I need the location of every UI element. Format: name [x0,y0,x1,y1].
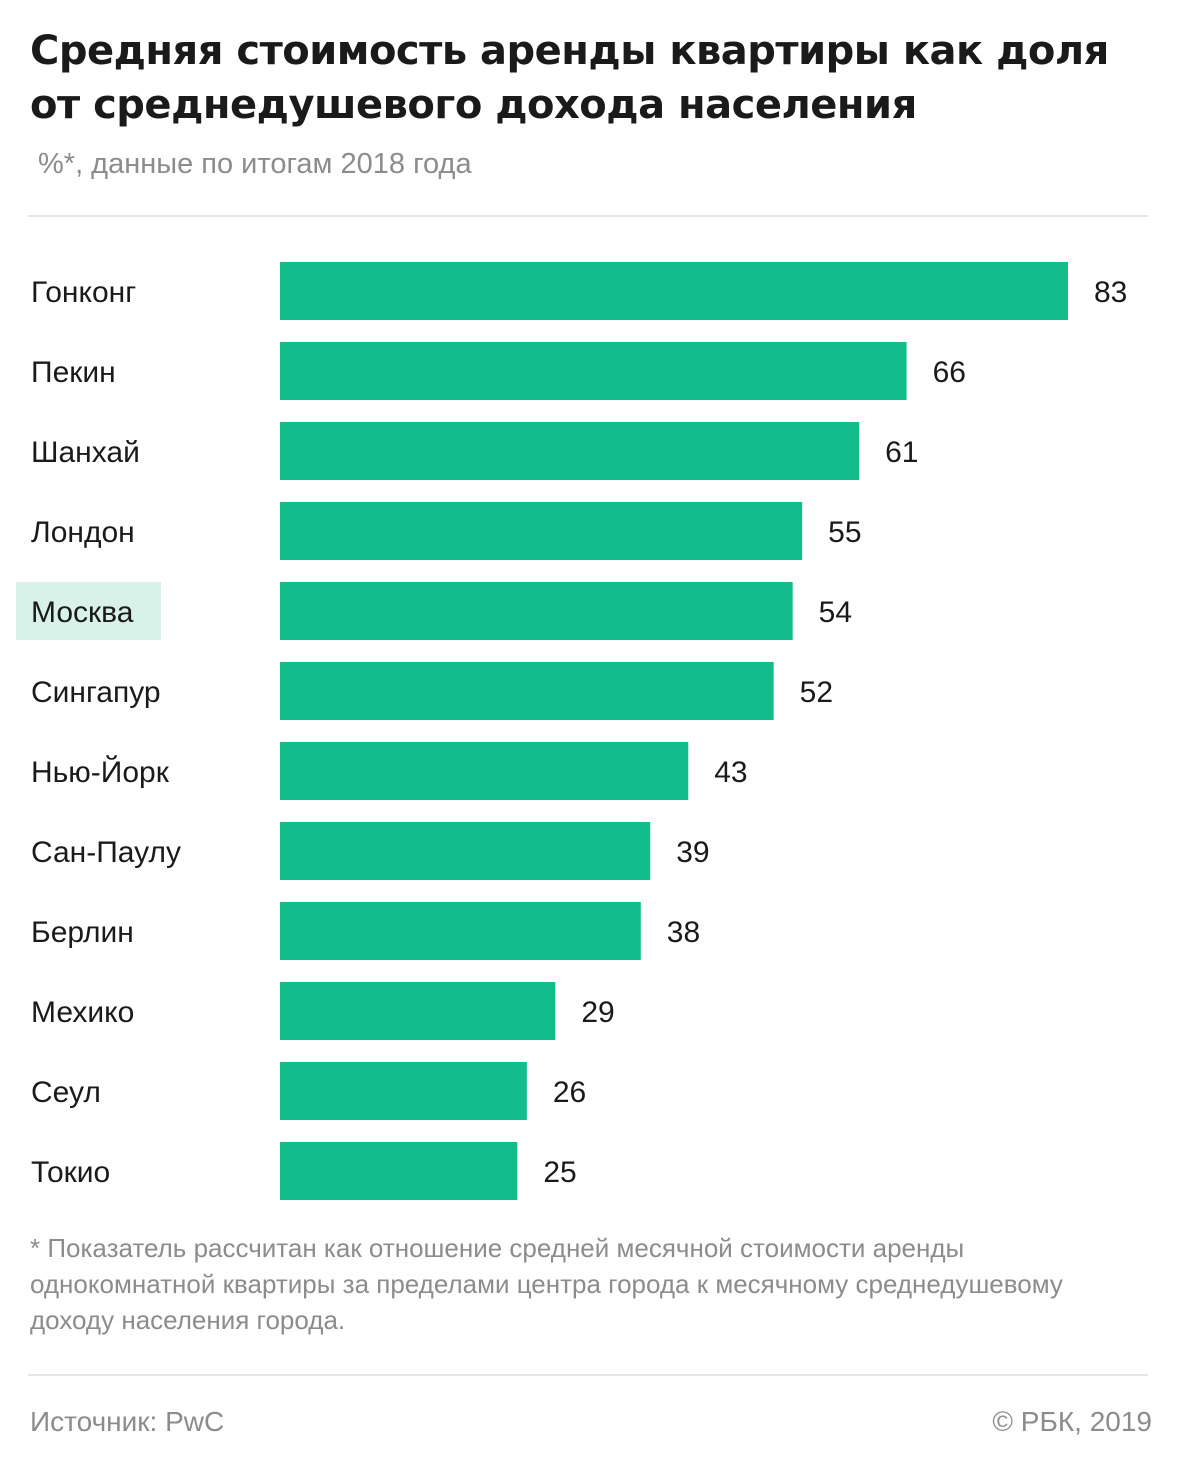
data-label: 83 [1094,276,1127,309]
bar [280,982,556,1040]
category-label: Москва [31,596,134,629]
bar [280,342,907,400]
category-label: Сан-Паулу [31,836,181,869]
top-divider [28,215,1148,217]
bar [280,582,793,640]
bar [280,1062,527,1120]
data-label: 54 [819,596,852,629]
category-label: Шанхай [31,436,140,469]
bar [280,822,651,880]
bar [280,662,774,720]
data-label: 38 [667,916,700,949]
category-label: Сингапур [31,676,161,709]
bar [280,422,860,480]
data-label: 61 [885,436,918,469]
category-label: Пекин [31,356,116,389]
data-label: 29 [581,996,614,1029]
bottom-divider [28,1374,1148,1376]
category-label: Гонконг [31,276,136,309]
data-label: 66 [933,356,966,389]
copyright-label: © РБК, 2019 [992,1406,1152,1437]
chart-title: Средняя стоимость аренды квартиры как до… [30,28,1109,128]
category-label: Токио [31,1156,110,1189]
highlight-label-background [16,582,161,640]
bar [280,742,689,800]
category-label: Лондон [31,516,135,549]
category-label: Берлин [31,916,134,949]
bar [280,902,641,960]
source-label: Источник: PwC [30,1406,225,1437]
data-label: 52 [800,676,833,709]
bar-chart: Гонконг 83 Пекин 66 Шанхай 61 Лондон 55 Москва 54… [16,262,1127,1200]
data-label: 43 [714,756,747,789]
data-label: 25 [543,1156,576,1189]
bar [280,262,1068,320]
category-label: Нью-Йорк [31,755,170,789]
data-label: 39 [676,836,709,869]
bar [280,502,803,560]
data-label: 55 [828,516,861,549]
footnote: * Показатель рассчитан как отношение сре… [30,1233,1063,1335]
bar [280,1142,518,1200]
data-label: 26 [553,1076,586,1109]
category-label: Мехико [31,996,134,1029]
chart-subtitle: %*, данные по итогам 2018 года [38,148,472,180]
category-label: Сеул [31,1076,101,1109]
